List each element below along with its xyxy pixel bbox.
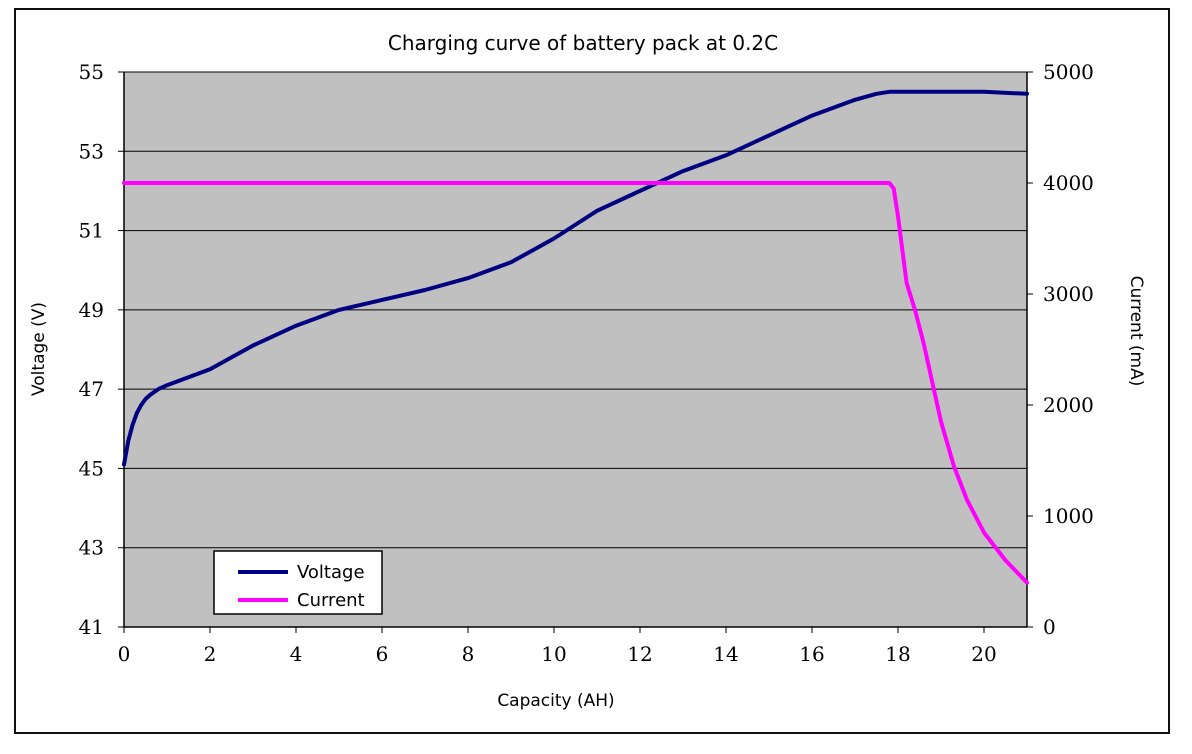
- y-tick-label-1: 43: [79, 536, 104, 560]
- x-tick-label-1: 2: [204, 642, 217, 666]
- x-tick-label-10: 20: [971, 642, 996, 666]
- x-tick-label-0: 0: [118, 642, 131, 666]
- y2-tick-label-5: 5000: [1043, 60, 1094, 84]
- x-tick-label-5: 10: [541, 642, 566, 666]
- y2-tick-label-2: 2000: [1043, 393, 1094, 417]
- y-axis-ticks: 41 43 45 47 49 51 53 55: [79, 60, 124, 639]
- y2-axis-title: Current (mA): [1126, 276, 1146, 387]
- legend-label-voltage: Voltage: [297, 562, 365, 583]
- y-tick-label-7: 55: [79, 60, 104, 84]
- series-line-voltage: [122, 89, 1029, 467]
- x-tick-label-7: 14: [713, 642, 738, 666]
- y2-tick-label-3: 3000: [1043, 282, 1094, 306]
- axes: [123, 72, 1028, 628]
- x-tick-label-2: 4: [290, 642, 303, 666]
- x-axis-title: Capacity (AH): [497, 691, 614, 711]
- legend-box: [213, 550, 383, 615]
- y-axis-title: Voltage (V): [29, 302, 49, 396]
- y2-tick-label-1: 1000: [1043, 504, 1094, 528]
- x-tick-label-8: 16: [799, 642, 824, 666]
- legend-label-current: Current: [297, 590, 365, 611]
- y-tick-label-6: 53: [79, 139, 104, 163]
- x-axis-ticks: 0 2 4 6 8 10 12 14 16 18 20: [118, 627, 997, 666]
- y2-tick-label-0: 0: [1043, 615, 1056, 639]
- chart-title: Charging curve of battery pack at 0.2C: [388, 31, 778, 55]
- y-tick-label-5: 51: [79, 219, 104, 243]
- y-tick-label-0: 41: [79, 615, 104, 639]
- x-tick-label-4: 8: [462, 642, 475, 666]
- y-tick-label-2: 45: [79, 456, 104, 480]
- legend: Voltage Current: [213, 550, 383, 615]
- series-line-current: [122, 181, 1029, 585]
- plot-area: [123, 71, 1028, 628]
- x-tick-label-9: 18: [885, 642, 910, 666]
- x-tick-label-3: 6: [376, 642, 389, 666]
- y2-axis-ticks: 0 1000 2000 3000 4000 5000: [1027, 60, 1094, 639]
- y2-tick-label-4: 4000: [1043, 171, 1094, 195]
- y-tick-label-4: 49: [79, 298, 104, 322]
- x-tick-label-6: 12: [627, 642, 652, 666]
- series-layer: [122, 89, 1029, 585]
- y-tick-label-3: 47: [79, 377, 104, 401]
